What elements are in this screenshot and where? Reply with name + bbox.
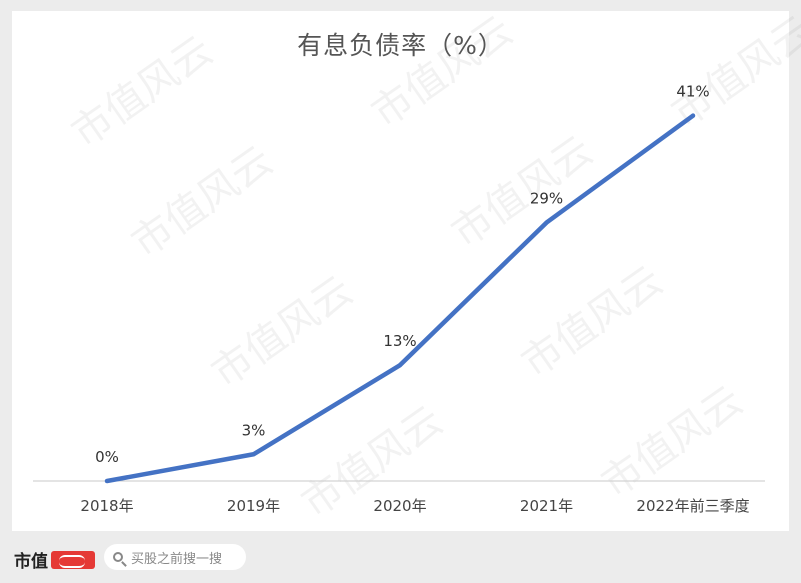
chart-title: 有息负债率（%） [297, 31, 504, 60]
x-tick-label: 2019年 [227, 497, 280, 515]
data-label: 3% [242, 421, 266, 439]
data-label: 0% [95, 448, 119, 466]
data-point [544, 220, 549, 225]
data-label: 41% [676, 83, 709, 101]
footer-bar: 市值 买股之前搜一搜 [0, 531, 801, 583]
data-label: 13% [383, 332, 416, 350]
x-tick-label: 2021年 [520, 497, 573, 515]
data-point [398, 363, 402, 368]
search-box[interactable]: 买股之前搜一搜 [104, 544, 246, 570]
search-icon [113, 552, 123, 562]
line-chart: 0% 3% 13% 29% 41% 2018年 2019年 2020年 2021年 2022年前… [33, 83, 765, 515]
chart-card [12, 11, 789, 531]
brand-logo[interactable]: 市值 [14, 547, 95, 572]
series-line [104, 113, 696, 484]
x-tick-label: 2022年前三季度 [636, 497, 749, 515]
x-tick-label: 2018年 [80, 497, 133, 515]
search-placeholder: 买股之前搜一搜 [131, 551, 223, 567]
brand-mark-icon [51, 550, 95, 569]
x-tick-label: 2020年 [373, 497, 426, 515]
data-label: 29% [530, 190, 563, 208]
data-point [251, 452, 256, 457]
data-point [691, 113, 695, 118]
brand-text: 市值 [14, 552, 48, 572]
data-point [105, 479, 109, 483]
